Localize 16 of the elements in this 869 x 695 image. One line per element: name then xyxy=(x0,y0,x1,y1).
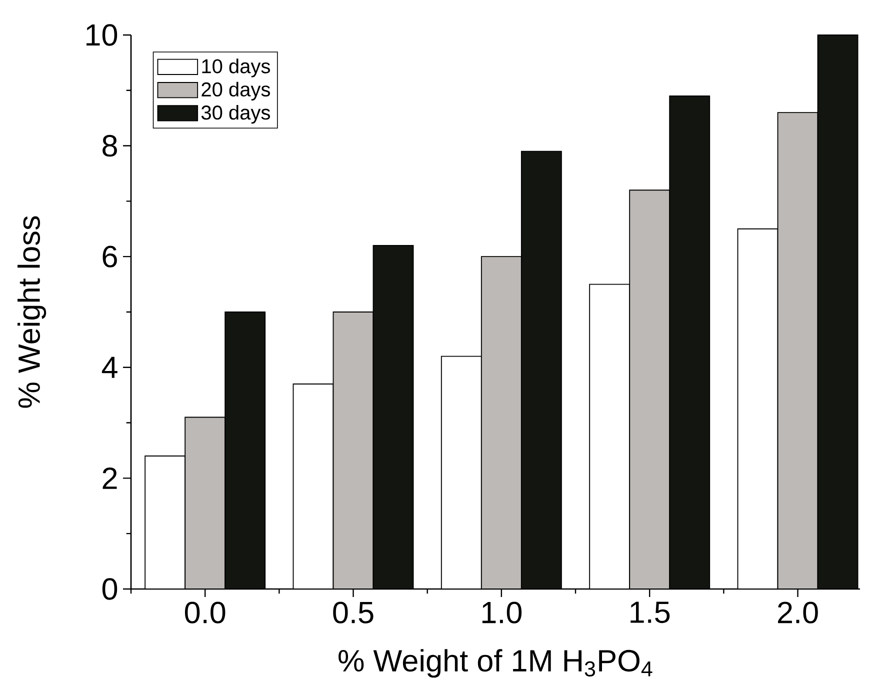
y-tick-label: 6 xyxy=(102,246,117,268)
y-tick-label: 2 xyxy=(102,467,117,489)
legend-label: 10 days xyxy=(202,58,270,78)
legend-label: 30 days xyxy=(201,104,270,124)
y-axis-title: % Weight loss xyxy=(18,216,46,408)
x-tick-label: 1.0 xyxy=(482,602,522,624)
x-axis-title: % Weight of 1M H$_{3}$PO$_{4}$ xyxy=(338,649,652,678)
y-tick-label: 4 xyxy=(102,356,118,378)
legend-label: 20 days xyxy=(202,82,270,100)
x-tick-label: 0.0 xyxy=(184,602,226,624)
y-tick-label: 8 xyxy=(102,134,117,157)
y-tick-label: 0 xyxy=(102,578,118,600)
y-tick-label: 10 xyxy=(86,24,118,46)
x-tick-label: 1.5 xyxy=(630,602,670,624)
x-tick-label: 2.0 xyxy=(778,602,818,624)
x-tick-label: 0.5 xyxy=(333,602,374,624)
